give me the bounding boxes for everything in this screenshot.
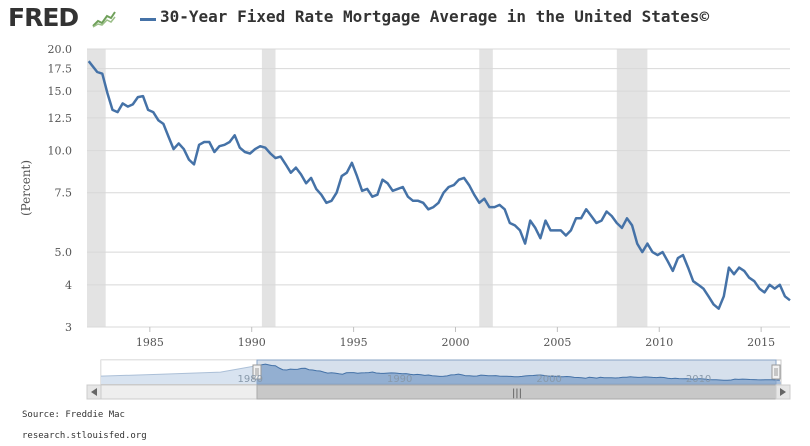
y-axis-title: (Percent) — [19, 160, 33, 216]
navigator-label: 1980 — [238, 374, 263, 385]
recession-band — [616, 49, 648, 327]
y-tick-label: 15.0 — [48, 85, 73, 98]
x-tick-label: 2015 — [747, 336, 775, 349]
y-tick-label: 20.0 — [48, 43, 73, 56]
series-line — [87, 60, 791, 310]
series-layer — [87, 60, 791, 310]
arrow-left-icon — [91, 388, 97, 396]
y-tick-label: 7.5 — [55, 187, 73, 200]
navigator-handle-left — [252, 364, 262, 380]
trend-graph-icon — [92, 11, 116, 28]
recession-band — [479, 49, 493, 327]
source-url[interactable]: research.stlouisfed.org — [22, 431, 147, 441]
y-tick-label: 3 — [65, 321, 72, 334]
chart-title: 30-Year Fixed Rate Mortgage Average in t… — [160, 7, 710, 26]
navigator-line — [100, 363, 780, 381]
x-axis: 1985 1990 1995 2000 2005 2010 2015 — [136, 327, 775, 349]
navigator-mask — [101, 360, 257, 384]
navigator-label: 1990 — [387, 374, 412, 385]
y-tick-label: 12.5 — [48, 112, 73, 125]
x-tick-label: 1990 — [238, 336, 266, 349]
navigator-label: 2010 — [686, 374, 711, 385]
x-tick-label: 2005 — [543, 336, 571, 349]
arrow-right-icon — [780, 388, 786, 396]
x-tick-label: 2010 — [645, 336, 673, 349]
recession-band — [87, 49, 106, 327]
navigator[interactable]: 1980 1990 2000 2010 — [100, 359, 782, 385]
y-tick-label: 4 — [65, 279, 72, 292]
gridlines — [87, 48, 790, 328]
y-axis: 3 4 5.0 7.5 10.0 12.5 15.0 17.5 20.0 — [48, 43, 73, 334]
navigator-area — [101, 364, 781, 384]
x-tick-label: 2000 — [441, 336, 469, 349]
x-tick-label: 1995 — [340, 336, 368, 349]
x-tick-label: 1985 — [136, 336, 164, 349]
plot-background — [87, 49, 790, 327]
recession-band — [261, 49, 276, 327]
recession-bands — [87, 49, 648, 327]
chart-header: FRED 30-Year Fixed Rate Mortgage Average… — [0, 0, 810, 40]
scrollbar[interactable]: ||| — [86, 384, 791, 400]
y-tick-label: 17.5 — [48, 63, 73, 76]
navigator-handle-right — [771, 364, 781, 380]
y-tick-label: 5.0 — [55, 246, 73, 259]
legend-swatch — [140, 18, 156, 21]
navigator-label: 2000 — [536, 374, 561, 385]
source-note: Source: Freddie Mac — [22, 410, 125, 420]
scrollbar-grip: ||| — [512, 388, 522, 399]
fred-logo[interactable]: FRED — [8, 3, 79, 32]
y-tick-label: 10.0 — [48, 145, 73, 158]
plot-area — [87, 49, 790, 327]
